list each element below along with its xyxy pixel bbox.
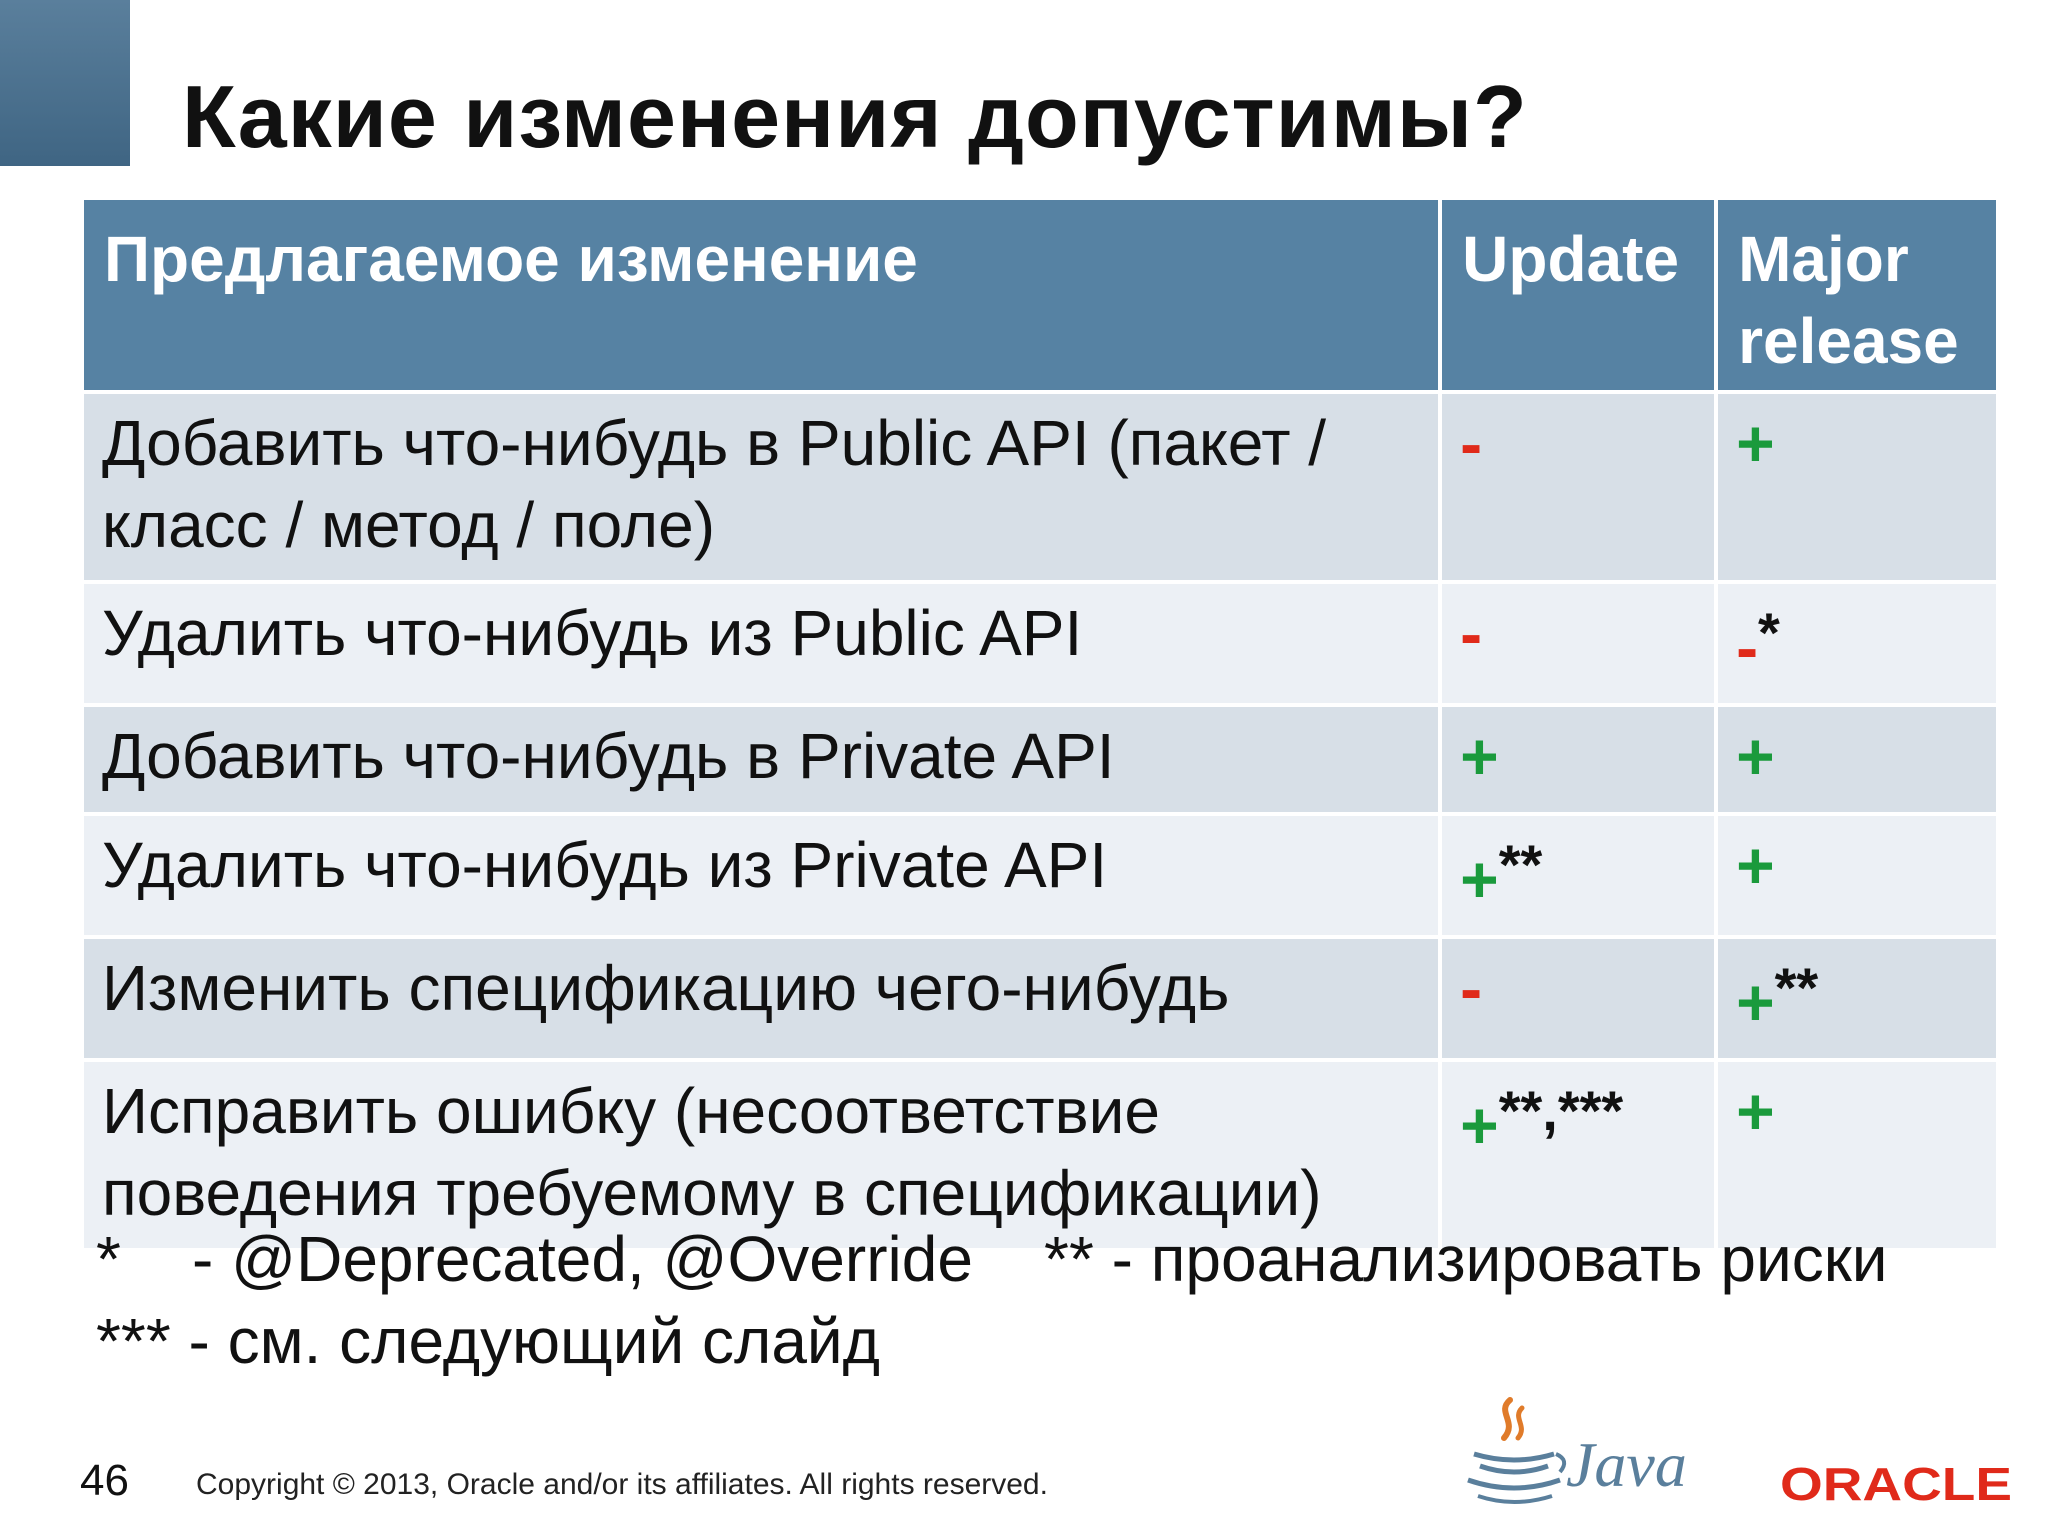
- table-row: Добавить что-нибудь в Private API + +: [84, 707, 1996, 812]
- java-logo: Java: [1467, 1397, 1687, 1504]
- plus-mark: +: [1460, 1088, 1499, 1162]
- update-cell: +**: [1442, 816, 1715, 935]
- plus-mark: +: [1460, 842, 1499, 916]
- copyright-text: Copyright © 2013, Oracle and/or its affi…: [196, 1468, 1048, 1501]
- update-cell: -: [1442, 584, 1715, 703]
- table-header-row: Предлагаемое изменение Update Major rele…: [84, 200, 1996, 390]
- table-row: Добавить что-нибудь в Public API (пакет …: [84, 394, 1996, 580]
- change-cell: Удалить что-нибудь из Private API: [84, 816, 1439, 935]
- slide-title: Какие изменения допустимы?: [182, 67, 1528, 166]
- major-cell: +: [1718, 1062, 1996, 1248]
- major-cell: -*: [1718, 584, 1996, 703]
- table-row: Удалить что-нибудь из Public API - -*: [84, 584, 1996, 703]
- major-cell: +: [1718, 707, 1996, 812]
- footnote-line-1: * - @Deprecated, @Override ** - проанали…: [96, 1223, 1888, 1295]
- table-row: Удалить что-нибудь из Private API +** +: [84, 816, 1996, 935]
- page-number: 46: [80, 1456, 129, 1505]
- major-cell: +**: [1718, 939, 1996, 1058]
- plus-mark: +: [1460, 719, 1499, 793]
- footnote-ref: **: [1498, 833, 1543, 896]
- minus-mark: -: [1460, 406, 1483, 480]
- update-cell: -: [1442, 394, 1715, 580]
- header-proposed-change: Предлагаемое изменение: [84, 200, 1439, 390]
- plus-mark: +: [1736, 828, 1775, 902]
- changes-table: Предлагаемое изменение Update Major rele…: [80, 196, 2000, 1252]
- footnote-ref: **: [1774, 956, 1819, 1019]
- oracle-logo: ORACLE: [1780, 1458, 2012, 1508]
- update-cell: +: [1442, 707, 1715, 812]
- change-cell: Добавить что-нибудь в Private API: [84, 707, 1439, 812]
- header-update: Update: [1442, 200, 1715, 390]
- oracle-wordmark: ORACLE: [1780, 1458, 2012, 1508]
- minus-mark: -: [1736, 610, 1759, 684]
- minus-mark: -: [1460, 596, 1483, 670]
- update-cell: -: [1442, 939, 1715, 1058]
- footnote-ref: **,***: [1498, 1079, 1624, 1142]
- footnote-line-2: *** - см. следующий слайд: [96, 1305, 880, 1377]
- table-row: Исправить ошибку (несоответствие поведен…: [84, 1062, 1996, 1248]
- java-wordmark: Java: [1566, 1429, 1687, 1500]
- plus-mark: +: [1736, 965, 1775, 1039]
- major-cell: +: [1718, 816, 1996, 935]
- change-cell: Удалить что-нибудь из Public API: [84, 584, 1439, 703]
- footnotes: * - @Deprecated, @Override ** - проанали…: [96, 1218, 1887, 1382]
- footnote-ref: *: [1758, 601, 1780, 664]
- update-cell: +**,***: [1442, 1062, 1715, 1248]
- change-cell: Изменить спецификацию чего-нибудь: [84, 939, 1439, 1058]
- minus-mark: -: [1460, 951, 1483, 1025]
- header-major-release: Major release: [1718, 200, 1996, 390]
- plus-mark: +: [1736, 1074, 1775, 1148]
- title-accent-block: [0, 0, 130, 166]
- plus-mark: +: [1736, 719, 1775, 793]
- change-cell: Исправить ошибку (несоответствие поведен…: [84, 1062, 1439, 1248]
- table-row: Изменить спецификацию чего-нибудь - +**: [84, 939, 1996, 1058]
- plus-mark: +: [1736, 406, 1775, 480]
- change-cell: Добавить что-нибудь в Public API (пакет …: [84, 394, 1439, 580]
- major-cell: +: [1718, 394, 1996, 580]
